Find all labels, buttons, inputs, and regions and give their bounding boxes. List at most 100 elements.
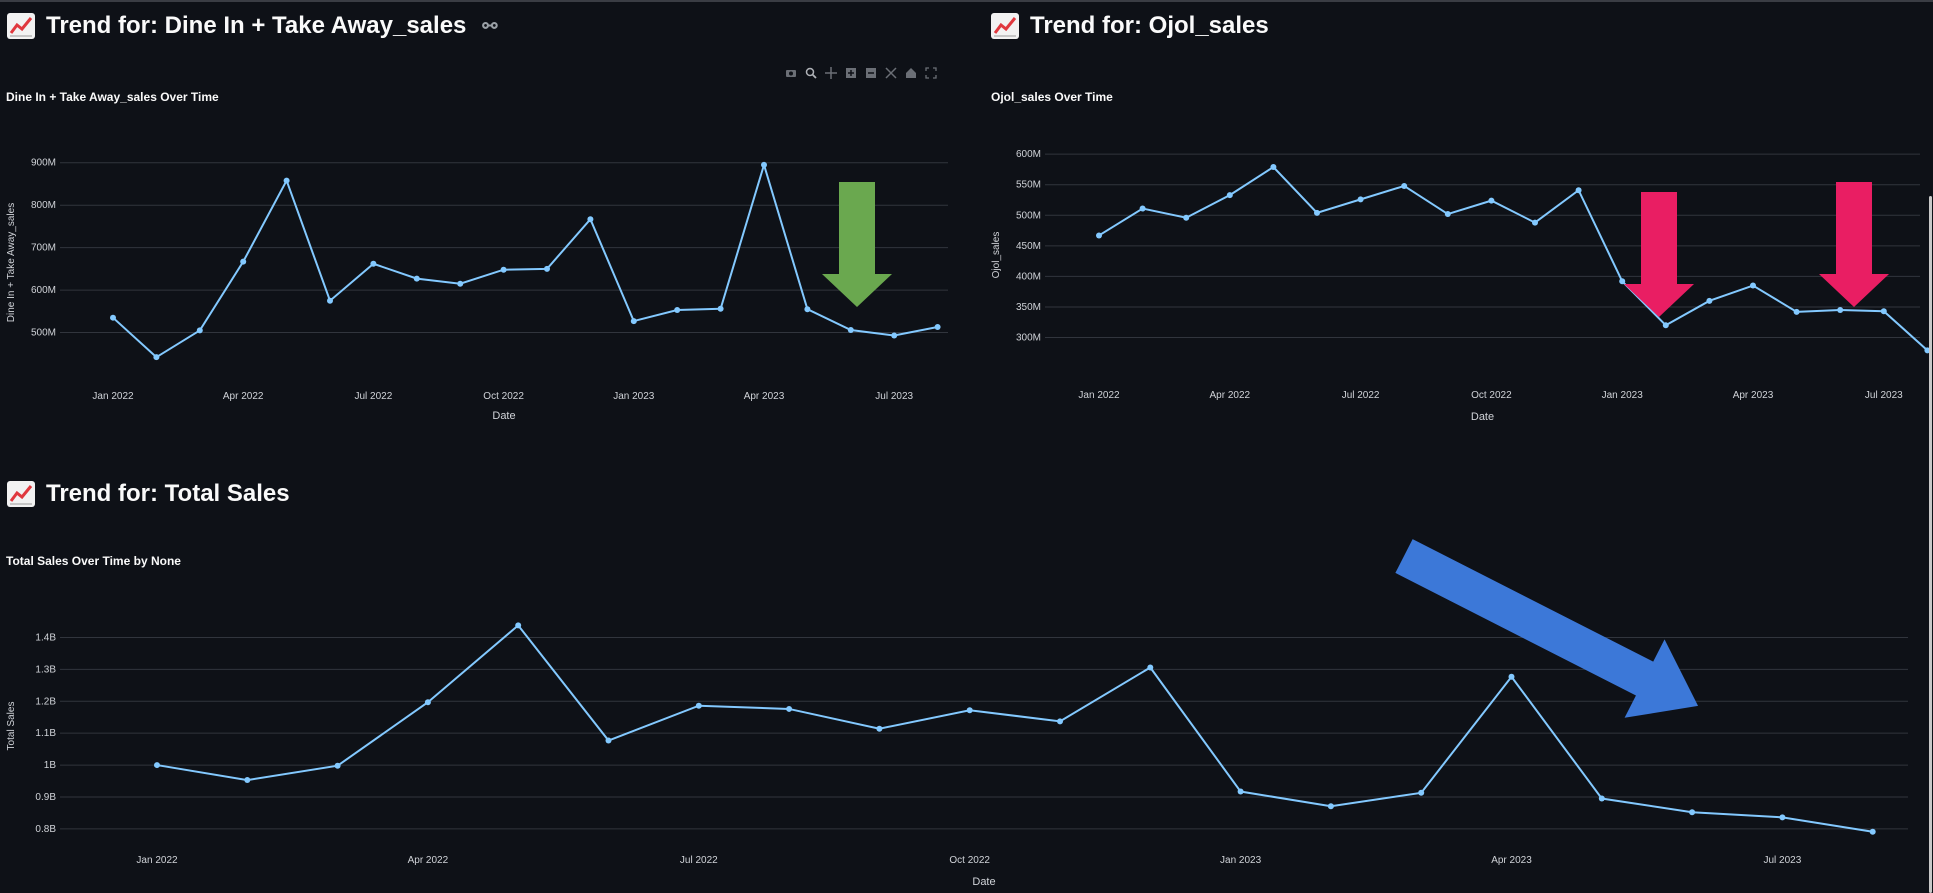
data-point[interactable]	[630, 318, 637, 325]
y-tick-label: 550M	[1016, 180, 1041, 191]
data-point[interactable]	[1924, 347, 1931, 354]
y-tick-label: 0.8B	[35, 824, 56, 835]
data-point[interactable]	[154, 762, 160, 769]
series-line	[112, 161, 938, 359]
data-point[interactable]	[413, 275, 420, 282]
y-tick-label: 300M	[1016, 333, 1041, 344]
data-point[interactable]	[1183, 214, 1190, 221]
data-point[interactable]	[1237, 788, 1244, 795]
data-point[interactable]	[1226, 192, 1233, 199]
data-point[interactable]	[1532, 219, 1538, 226]
data-point[interactable]	[605, 737, 612, 744]
annotation-diagonal-arrow	[1395, 539, 1699, 718]
x-tick-label: Jul 2023	[1763, 855, 1801, 866]
vertical-scrollbar[interactable]	[1929, 196, 1932, 893]
data-point[interactable]	[327, 297, 333, 304]
data-point[interactable]	[1327, 803, 1334, 810]
data-point[interactable]	[1689, 809, 1696, 816]
data-point[interactable]	[1357, 196, 1364, 203]
fullscreen-icon[interactable]	[925, 67, 937, 79]
data-point[interactable]	[1880, 308, 1887, 315]
y-tick-label: 400M	[1016, 271, 1041, 282]
y-tick-label: 800M	[31, 200, 56, 211]
data-point[interactable]	[153, 354, 160, 361]
data-point[interactable]	[1575, 187, 1582, 194]
data-point[interactable]	[966, 707, 973, 714]
data-point[interactable]	[1793, 308, 1800, 315]
data-point[interactable]	[1488, 197, 1495, 204]
data-point[interactable]	[1314, 209, 1320, 216]
x-tick-label: Jan 2022	[1078, 390, 1120, 401]
data-point[interactable]	[1139, 205, 1146, 212]
data-point[interactable]	[544, 265, 550, 272]
data-point[interactable]	[1508, 673, 1515, 680]
autoscale-icon[interactable]	[885, 67, 897, 79]
data-point[interactable]	[1837, 307, 1844, 313]
data-point[interactable]	[1750, 282, 1756, 289]
x-tick-label: Oct 2022	[949, 855, 990, 866]
data-point[interactable]	[1779, 814, 1786, 821]
data-point[interactable]	[1270, 164, 1277, 170]
data-point[interactable]	[1598, 795, 1605, 802]
data-point[interactable]	[674, 307, 681, 314]
y-tick-label: 450M	[1016, 241, 1041, 252]
x-axis-title: Date	[1471, 411, 1494, 423]
total-sales-chart[interactable]: 0.8B 0.9B 1B 1.1B 1.2B 1.3B 1.4B Jan 2022 Apr 20…	[0, 539, 1920, 893]
y-tick-label: 1.2B	[35, 696, 56, 707]
data-point[interactable]	[761, 161, 767, 168]
data-point[interactable]	[1096, 232, 1102, 239]
data-point[interactable]	[934, 324, 941, 331]
zoom-icon[interactable]	[805, 67, 817, 79]
data-point[interactable]	[1706, 297, 1713, 304]
data-point[interactable]	[1662, 322, 1669, 329]
data-point[interactable]	[1418, 789, 1425, 796]
data-point[interactable]	[876, 725, 883, 732]
x-tick-label: Jul 2022	[680, 855, 718, 866]
dine-in-sales-chart[interactable]: 500M 600M 700M 800M 900M Jan 2022 Apr 2022 Jul …	[0, 130, 960, 430]
data-point[interactable]	[196, 327, 203, 334]
data-point[interactable]	[457, 280, 464, 287]
data-point[interactable]	[370, 260, 377, 267]
data-point[interactable]	[1147, 664, 1154, 671]
home-icon[interactable]	[905, 67, 917, 79]
data-point[interactable]	[240, 258, 247, 265]
x-axis-title: Date	[492, 410, 515, 422]
x-tick-label: Apr 2023	[1733, 390, 1774, 401]
link-icon[interactable]: ⚯	[482, 15, 498, 36]
data-point[interactable]	[1444, 211, 1451, 218]
data-point[interactable]	[717, 305, 724, 312]
zoom-in-icon[interactable]	[845, 67, 857, 79]
y-tick-label: 1B	[44, 760, 57, 771]
y-axis-title: Total Sales	[6, 702, 17, 751]
annotation-down-arrow	[822, 182, 892, 307]
data-point[interactable]	[515, 622, 522, 629]
ojol-sales-chart[interactable]: 300M 350M 400M 450M 500M 550M 600M Jan 2022 Apr …	[985, 130, 1931, 430]
data-point[interactable]	[1869, 828, 1876, 835]
data-point[interactable]	[891, 332, 898, 339]
camera-icon[interactable]	[785, 67, 797, 79]
pan-icon[interactable]	[825, 67, 837, 79]
data-point[interactable]	[695, 702, 702, 709]
data-point[interactable]	[804, 306, 811, 313]
data-point[interactable]	[110, 314, 116, 321]
data-point[interactable]	[1057, 718, 1063, 725]
x-tick-label: Jan 2023	[1220, 855, 1262, 866]
data-point[interactable]	[1619, 278, 1626, 285]
data-point[interactable]	[283, 177, 290, 184]
data-point[interactable]	[847, 327, 854, 333]
data-point[interactable]	[334, 762, 341, 769]
data-point[interactable]	[786, 705, 793, 712]
x-tick-label: Jan 2023	[613, 391, 655, 402]
y-tick-label: 500M	[1016, 210, 1041, 221]
zoom-out-icon[interactable]	[865, 67, 877, 79]
data-point[interactable]	[424, 699, 431, 706]
data-point[interactable]	[1401, 182, 1408, 189]
section-title-ojol: Trend for: Ojol_sales	[990, 12, 1269, 40]
data-point[interactable]	[244, 777, 251, 784]
y-tick-label: 900M	[31, 158, 56, 169]
data-point[interactable]	[500, 266, 507, 273]
y-tick-label: 600M	[1016, 149, 1041, 160]
x-tick-label: Jan 2022	[136, 855, 178, 866]
data-point[interactable]	[587, 216, 594, 223]
chart-toolbar	[785, 67, 937, 79]
